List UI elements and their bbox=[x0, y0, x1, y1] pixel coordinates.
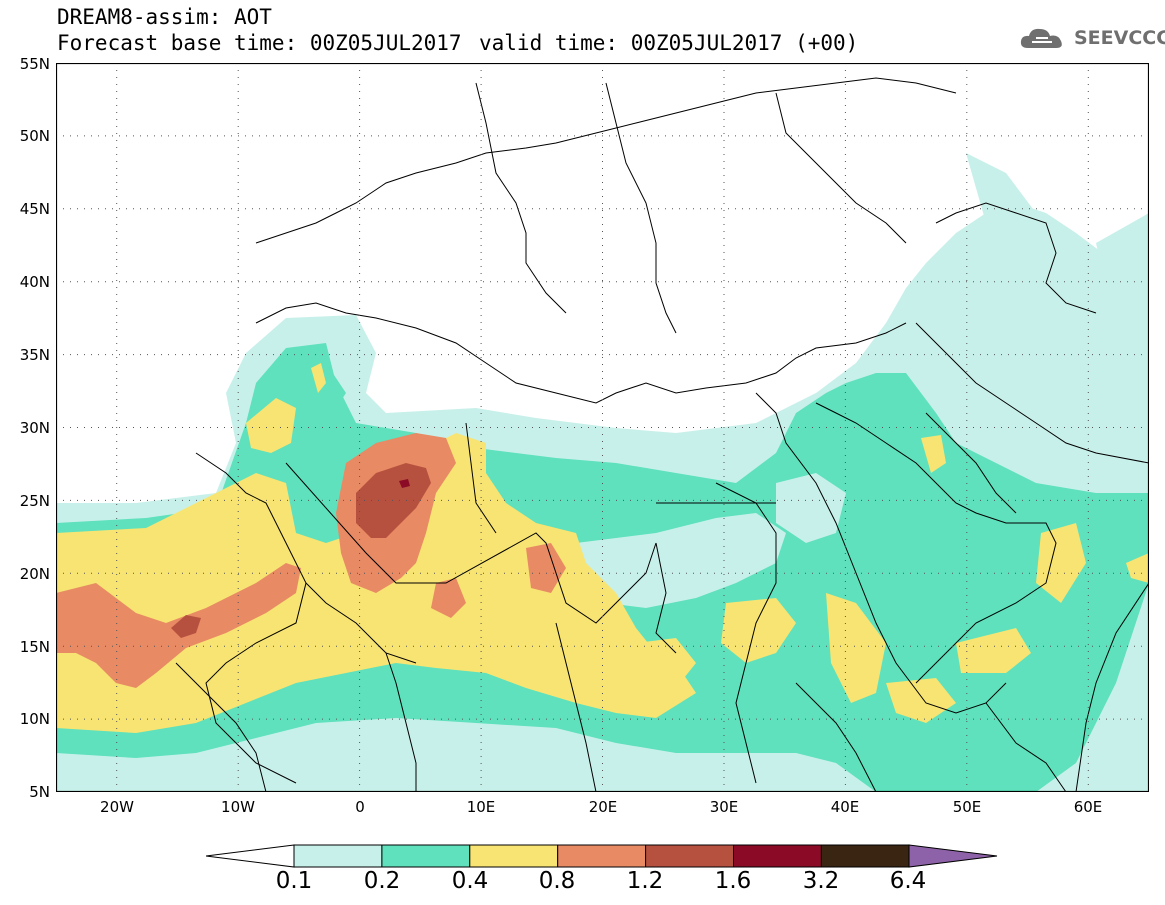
colorbar-label: 3.2 bbox=[802, 868, 840, 894]
colorbar-swatch bbox=[469, 844, 559, 868]
colorbar-label: 1.6 bbox=[714, 868, 752, 894]
lon-label-0: 0 bbox=[355, 798, 365, 816]
colorbar-label: 0.1 bbox=[275, 868, 313, 894]
lat-label-20n: 20N bbox=[19, 565, 50, 583]
colorbar-swatch bbox=[557, 844, 647, 868]
colorbar-label: 0.8 bbox=[538, 868, 576, 894]
lon-label-10w: 10W bbox=[221, 798, 255, 816]
logo-text: SEEVCCC bbox=[1074, 27, 1165, 49]
colorbar-swatch bbox=[820, 844, 910, 868]
lon-label-30e: 30E bbox=[709, 798, 739, 816]
lat-label-40n: 40N bbox=[19, 273, 50, 291]
lat-label-5n: 5N bbox=[29, 783, 50, 801]
coastlines-borders bbox=[175, 77, 1149, 792]
colorbar-label: 0.2 bbox=[363, 868, 401, 894]
aot-map bbox=[56, 63, 1149, 792]
lat-label-35n: 35N bbox=[19, 346, 50, 364]
colorbar bbox=[206, 844, 998, 868]
colorbar-label: 0.4 bbox=[451, 868, 489, 894]
map-title: DREAM8-assim: AOT bbox=[57, 5, 272, 29]
valid-time: valid time: 00Z05JUL2017 (+00) bbox=[479, 31, 859, 55]
lat-label-50n: 50N bbox=[19, 127, 50, 145]
colorbar-label: 6.4 bbox=[889, 868, 927, 894]
lon-label-10e: 10E bbox=[466, 798, 496, 816]
colorbar-over-arrow bbox=[908, 844, 998, 868]
colorbar-swatch bbox=[733, 844, 822, 868]
lat-label-45n: 45N bbox=[19, 200, 50, 218]
colorbar-swatch bbox=[381, 844, 471, 868]
colorbar-swatch bbox=[293, 844, 383, 868]
forecast-time-line: Forecast base time: 00Z05JUL2017 valid ti… bbox=[57, 31, 858, 55]
lon-label-50e: 50E bbox=[952, 798, 982, 816]
colorbar-swatch bbox=[645, 844, 735, 868]
lat-label-55n: 55N bbox=[19, 55, 50, 73]
cloud-icon bbox=[1020, 28, 1062, 48]
lon-label-60e: 60E bbox=[1073, 798, 1103, 816]
seevccc-logo: SEEVCCC bbox=[1018, 24, 1165, 52]
aot-1.6-area bbox=[399, 479, 410, 488]
aot-1.2-area bbox=[171, 463, 431, 638]
gridlines bbox=[56, 63, 1149, 792]
lat-label-15n: 15N bbox=[19, 638, 50, 656]
colorbar-label: 1.2 bbox=[626, 868, 664, 894]
lat-label-10n: 10N bbox=[19, 710, 50, 728]
aot-0.1-pockets bbox=[576, 473, 846, 608]
lon-label-20e: 20E bbox=[588, 798, 618, 816]
map-frame bbox=[56, 63, 1149, 792]
lon-label-20w: 20W bbox=[100, 798, 134, 816]
base-time: Forecast base time: 00Z05JUL2017 bbox=[57, 31, 462, 55]
lat-label-25n: 25N bbox=[19, 492, 50, 510]
lon-label-40e: 40E bbox=[830, 798, 860, 816]
colorbar-under-arrow bbox=[206, 844, 295, 868]
lat-label-30n: 30N bbox=[19, 419, 50, 437]
